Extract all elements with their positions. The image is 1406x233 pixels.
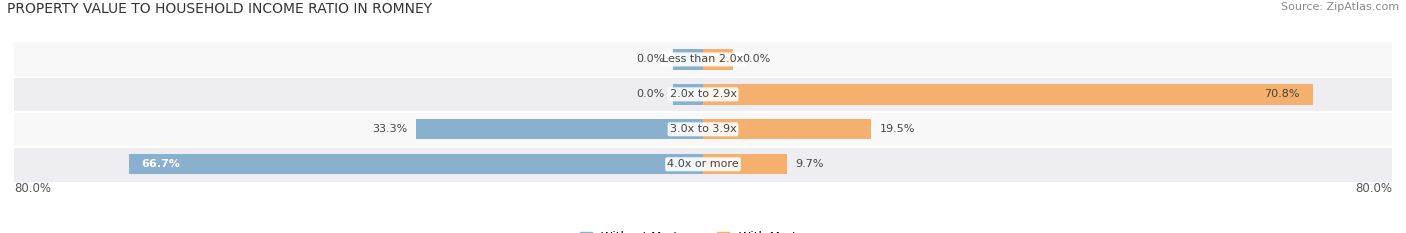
Bar	[673, 84, 703, 105]
Bar	[703, 119, 870, 139]
Bar	[703, 84, 1313, 105]
Text: 80.0%: 80.0%	[1355, 182, 1392, 195]
Bar	[703, 154, 786, 174]
Text: 9.7%: 9.7%	[796, 159, 824, 169]
Text: 70.8%: 70.8%	[1264, 89, 1299, 99]
Bar	[14, 77, 1392, 112]
Text: 0.0%: 0.0%	[636, 89, 664, 99]
Text: 0.0%: 0.0%	[742, 55, 770, 64]
Legend: Without Mortgage, With Mortgage: Without Mortgage, With Mortgage	[575, 226, 831, 233]
Bar	[14, 42, 1392, 77]
Text: 4.0x or more: 4.0x or more	[668, 159, 738, 169]
Text: 2.0x to 2.9x: 2.0x to 2.9x	[669, 89, 737, 99]
Text: PROPERTY VALUE TO HOUSEHOLD INCOME RATIO IN ROMNEY: PROPERTY VALUE TO HOUSEHOLD INCOME RATIO…	[7, 2, 432, 16]
Text: 19.5%: 19.5%	[880, 124, 915, 134]
Bar	[128, 154, 703, 174]
Bar	[673, 49, 703, 69]
Text: Less than 2.0x: Less than 2.0x	[662, 55, 744, 64]
Text: 66.7%: 66.7%	[142, 159, 180, 169]
Text: 80.0%: 80.0%	[14, 182, 51, 195]
Text: 0.0%: 0.0%	[636, 55, 664, 64]
Text: 33.3%: 33.3%	[373, 124, 408, 134]
Text: Source: ZipAtlas.com: Source: ZipAtlas.com	[1281, 2, 1399, 12]
Bar	[416, 119, 703, 139]
Bar	[703, 49, 733, 69]
Bar	[14, 147, 1392, 182]
Text: 3.0x to 3.9x: 3.0x to 3.9x	[669, 124, 737, 134]
Bar	[14, 112, 1392, 147]
